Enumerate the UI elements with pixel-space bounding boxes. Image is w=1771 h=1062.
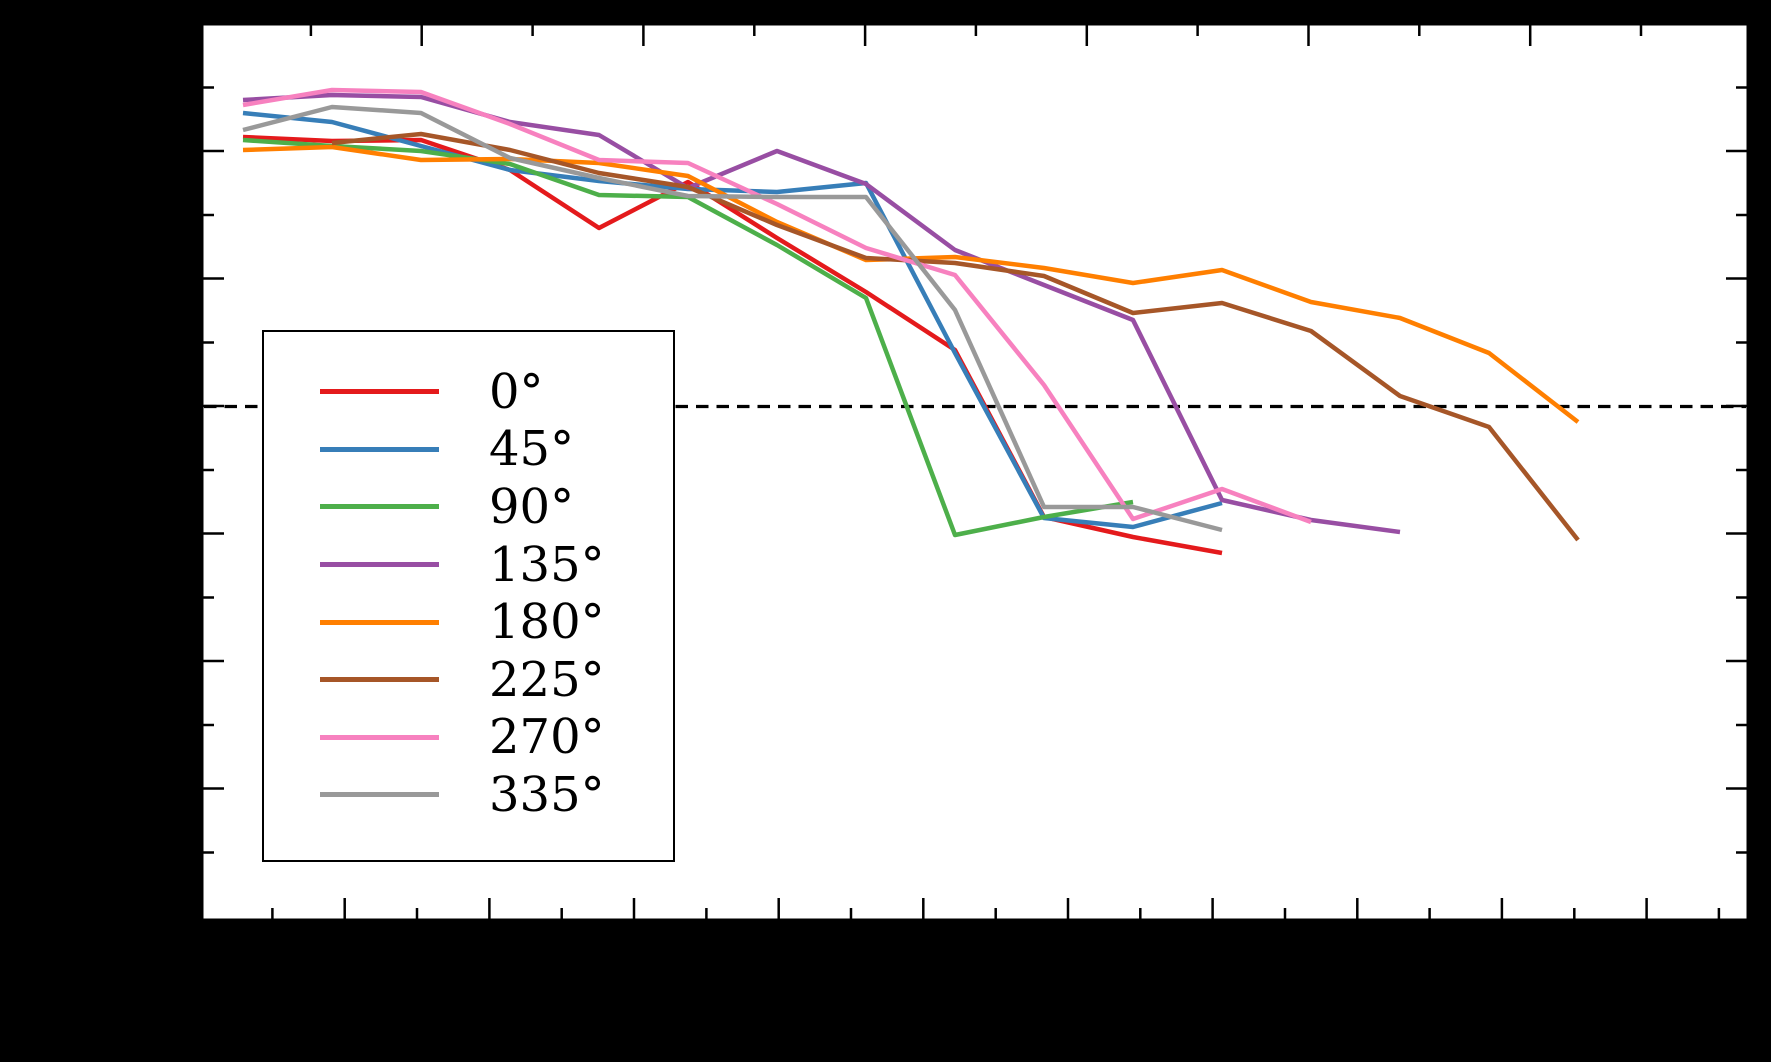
legend-label-45deg: 45°: [489, 421, 575, 478]
legend-label-180deg: 180°: [489, 594, 605, 651]
legend-item-0deg: 0°: [264, 363, 673, 421]
series-lines: [242, 87, 1580, 556]
legend-label-90deg: 90°: [489, 478, 575, 535]
series-line-335°: [242, 104, 1223, 533]
legend-label-270deg: 270°: [489, 709, 605, 766]
legend-line-sample-0deg: [320, 389, 439, 395]
legend-line-sample-335deg: [320, 792, 439, 798]
legend-line-sample-270deg: [320, 734, 439, 740]
legend-line-sample-180deg: [320, 619, 439, 625]
legend-item-90deg: 90°: [264, 478, 673, 536]
legend-item-45deg: 45°: [264, 421, 673, 479]
legend-item-225deg: 225°: [264, 651, 673, 709]
legend: 0° 45° 90° 135° 180° 225° 270° 335°: [262, 330, 675, 862]
series-line-270°: [242, 87, 1312, 525]
legend-item-135deg: 135°: [264, 536, 673, 594]
series-line-135°: [242, 92, 1401, 535]
series-line-225°: [331, 131, 1580, 542]
legend-label-0deg: 0°: [489, 363, 544, 420]
series-line-45°: [242, 110, 1223, 530]
axis-ticks: [202, 24, 1748, 920]
legend-line-sample-45deg: [320, 446, 439, 452]
plot-spines: [200, 22, 1750, 922]
legend-label-135deg: 135°: [489, 536, 605, 593]
legend-line-sample-225deg: [320, 677, 439, 683]
legend-label-225deg: 225°: [489, 651, 605, 708]
legend-item-270deg: 270°: [264, 709, 673, 767]
legend-line-sample-90deg: [320, 504, 439, 510]
legend-item-335deg: 335°: [264, 766, 673, 824]
legend-label-335deg: 335°: [489, 766, 605, 823]
legend-item-180deg: 180°: [264, 593, 673, 651]
legend-line-sample-135deg: [320, 562, 439, 568]
